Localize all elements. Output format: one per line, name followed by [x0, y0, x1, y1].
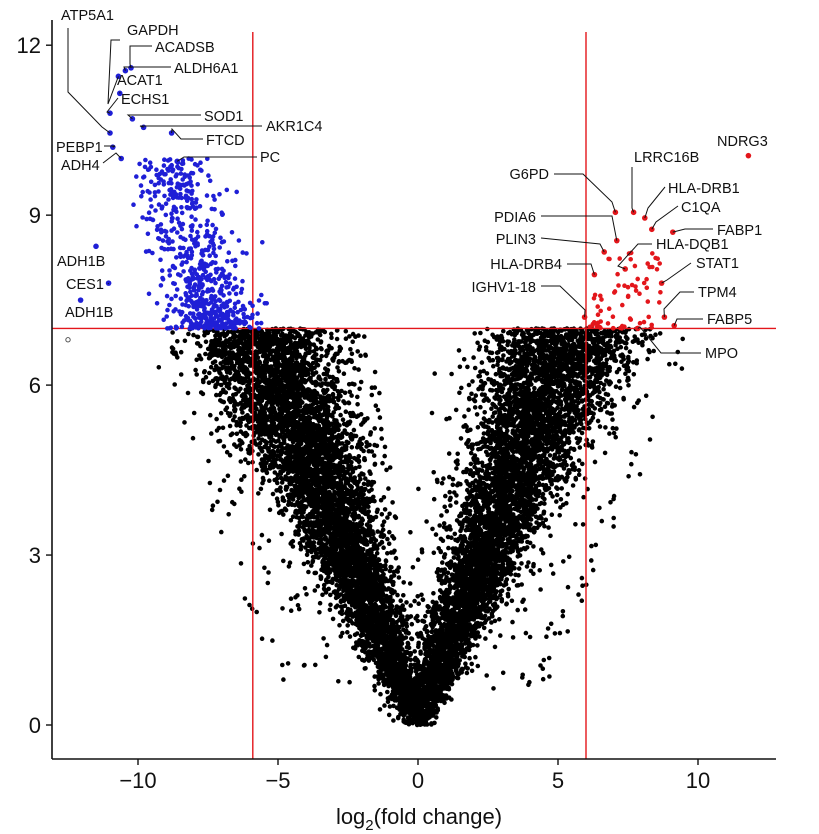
leader-line-akr1c4-7	[139, 125, 262, 128]
leader-line-c1qa-18	[651, 205, 679, 230]
leader-line-plin3-22	[540, 237, 605, 253]
y-tick-label-6: 6	[29, 373, 41, 398]
label-c1qa-18: C1QA	[681, 200, 721, 216]
point-c1qa	[649, 226, 655, 233]
y-tick-label-12: 12	[17, 33, 41, 58]
leader-line-pdia6-21	[541, 215, 618, 241]
x-tick-label-0: 0	[412, 768, 424, 793]
point-ftcd	[168, 130, 175, 136]
label-hla-drb4-24: HLA-DRB4	[490, 257, 562, 273]
non-significant-genes-cloud	[156, 326, 686, 728]
leader-line-fabp1-19	[672, 228, 713, 233]
leader-line-fabp5-28	[673, 318, 703, 326]
label-acat1-4: ACAT1	[117, 73, 163, 89]
leader-line-sod1-6	[126, 114, 201, 120]
leader-line-hla-drb1-17	[644, 186, 666, 219]
label-tpm4-27: TPM4	[698, 285, 737, 301]
label-g6pd-20: G6PD	[510, 167, 550, 183]
y-tick-label-3: 3	[29, 543, 41, 568]
label-adh1b-12: ADH1B	[57, 254, 105, 270]
point-gapdh	[115, 73, 122, 80]
label-pdia6-21: PDIA6	[494, 210, 536, 226]
label-stat1-25: STAT1	[696, 256, 739, 272]
label-gapdh-1: GAPDH	[127, 23, 179, 39]
x-axis-title: log2(fold change)	[336, 804, 502, 834]
x-tick-label--10: −10	[119, 768, 156, 793]
point-pc	[174, 158, 180, 165]
point-g6pd	[612, 209, 619, 216]
label-adh1b-14: ADH1B	[65, 305, 113, 321]
y-tick-label-0: 0	[29, 713, 41, 738]
label-lrrc16b-16: LRRC16B	[634, 150, 699, 166]
label-ces1-13: CES1	[66, 277, 104, 293]
leader-line-hla-dqb1-23	[617, 243, 652, 270]
label-pc-11: PC	[260, 150, 280, 166]
leader-line-ighv1-18-26	[541, 285, 586, 318]
point-pdia6	[614, 237, 620, 244]
label-pebp1-9: PEBP1	[56, 140, 103, 156]
point-adh1b	[93, 243, 99, 250]
x-tick-label-5: 5	[552, 768, 564, 793]
label-acadsb-2: ACADSB	[155, 40, 215, 56]
label-ighv1-18-26: IGHV1-18	[472, 280, 536, 296]
leader-line-tpm4-27	[663, 291, 694, 318]
point-tpm4	[661, 314, 668, 320]
label-echs1-5: ECHS1	[121, 92, 169, 108]
leader-line-ftcd-8	[171, 127, 203, 140]
x-tick-label-10: 10	[686, 768, 710, 793]
label-mpo-29: MPO	[705, 346, 738, 362]
leader-line-adh4-10	[102, 152, 122, 164]
background-points-layer	[156, 326, 686, 728]
label-plin3-22: PLIN3	[496, 232, 536, 248]
point-mpo	[635, 325, 641, 332]
label-atp5a1-0: ATP5A1	[61, 8, 114, 24]
point-ndrg3	[745, 152, 752, 159]
leader-line-mpo-29	[637, 326, 701, 354]
up-regulated-genes-cloud	[587, 250, 663, 331]
label-fabp1-19: FABP1	[717, 223, 762, 239]
leader-line-acadsb-2	[129, 45, 152, 69]
leader-line-aldh6a1-3	[123, 66, 171, 71]
point-ighv1-18	[581, 314, 588, 320]
leader-line-gapdh-1	[107, 39, 120, 105]
open-point-0	[65, 337, 71, 343]
leader-line-lrrc16b-16	[631, 167, 635, 213]
label-sod1-6: SOD1	[204, 109, 244, 125]
point-fabp1	[670, 229, 676, 235]
point-lrrc16b	[630, 209, 637, 216]
leader-line-echs1-5	[106, 97, 119, 114]
label-hla-drb1-17: HLA-DRB1	[668, 181, 740, 197]
leader-line-hla-drb4-24	[567, 263, 595, 275]
point-fabp5	[671, 322, 677, 329]
y-tick-label-9: 9	[29, 203, 41, 228]
label-akr1c4-7: AKR1C4	[266, 119, 322, 135]
leader-line-g6pd-20	[554, 173, 616, 213]
leader-line-stat1-25	[661, 262, 692, 284]
point-adh1b	[77, 297, 84, 303]
leader-line-pebp1-9	[104, 145, 116, 148]
label-adh4-10: ADH4	[61, 158, 100, 174]
label-ftcd-8: FTCD	[206, 133, 245, 149]
label-fabp5-28: FABP5	[707, 312, 752, 328]
label-ndrg3-15: NDRG3	[717, 134, 768, 150]
leader-line-ces1-13	[107, 282, 110, 285]
point-akr1c4	[140, 124, 147, 131]
point-stat1	[658, 280, 665, 286]
point-hla-drb4	[591, 271, 598, 278]
x-tick-label--5: −5	[265, 768, 290, 793]
label-hla-dqb1-23: HLA-DQB1	[656, 237, 729, 253]
down-regulated-genes-cloud	[131, 156, 269, 331]
label-aldh6a1-3: ALDH6A1	[174, 61, 238, 77]
axes: 0 3 6 9 12 −10 −5 0 5 10 log2(fold change)	[17, 20, 776, 834]
leader-line-atp5a1-0	[67, 28, 111, 134]
leader-line-pc-11	[176, 156, 257, 162]
